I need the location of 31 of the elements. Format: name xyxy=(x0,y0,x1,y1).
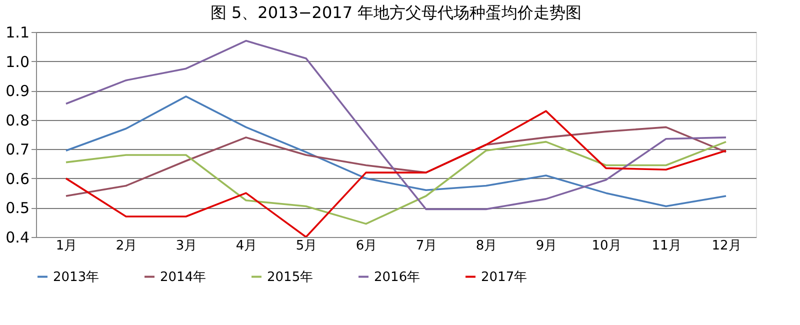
y-tick-label: 0.6 xyxy=(6,170,30,188)
x-tick-label: 11月 xyxy=(652,238,682,254)
line-series xyxy=(65,96,727,208)
line-series xyxy=(65,40,727,210)
x-tick-label: 7月 xyxy=(416,238,438,254)
y-tick-label: 0.7 xyxy=(6,140,30,159)
line-series xyxy=(65,140,727,225)
line-series xyxy=(65,110,727,237)
x-tick-label: 8月 xyxy=(476,238,498,254)
x-tick-label: 10月 xyxy=(592,238,622,254)
x-tick-label: 4月 xyxy=(236,238,258,254)
x-tick-label: 2月 xyxy=(116,238,138,254)
x-tick-label: 12月 xyxy=(712,238,742,254)
x-tick-label: 6月 xyxy=(356,238,378,254)
x-tick-label: 1月 xyxy=(56,238,78,254)
legend-label: 2014年 xyxy=(160,270,206,285)
y-tick-label: 0.5 xyxy=(6,199,30,218)
y-tick-label: 1.1 xyxy=(6,24,30,42)
line-series xyxy=(65,126,727,197)
x-tick-label: 3月 xyxy=(176,238,198,254)
x-tick-label: 9月 xyxy=(536,238,558,254)
y-tick-label: 1.0 xyxy=(6,52,30,71)
legend-label: 2016年 xyxy=(374,270,420,285)
legend-label: 2017年 xyxy=(481,270,528,285)
x-tick-label: 5月 xyxy=(296,238,318,254)
legend-label: 2013年 xyxy=(53,270,100,285)
y-tick-label: 0.8 xyxy=(6,111,30,130)
legend-label: 2015年 xyxy=(267,270,314,285)
y-tick-label: 0.9 xyxy=(6,82,30,100)
chart-title: 图 5、2013−2017 年地方父母代场种蛋均价走势图 xyxy=(210,3,582,22)
y-tick-label: 0.4 xyxy=(6,228,30,246)
